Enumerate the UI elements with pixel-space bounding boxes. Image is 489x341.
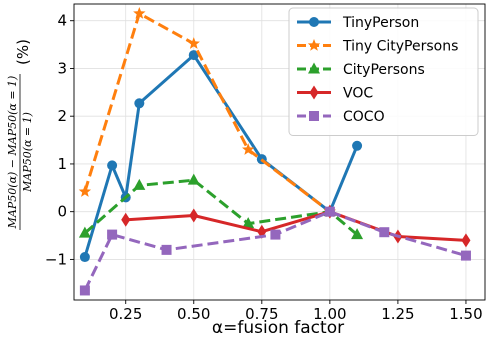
series-line — [125, 210, 467, 242]
data-point — [133, 7, 146, 19]
x-tick-label: 1.00 — [313, 305, 346, 323]
legend-item: TinyPerson — [297, 15, 419, 31]
data-point — [460, 250, 471, 261]
data-point — [161, 244, 172, 255]
legend-item: CityPersons — [297, 62, 425, 78]
legend-label: COCO — [343, 109, 385, 125]
data-point — [189, 208, 199, 223]
data-point — [379, 227, 390, 238]
data-point — [188, 50, 199, 61]
ticks: 0.25 0.50 0.75 1.00 1.25 1.50 −1 0 1 2 3 4 — [45, 12, 483, 323]
data-point — [351, 228, 364, 240]
data-point — [78, 185, 92, 197]
x-axis-label: α=fusion factor — [212, 318, 344, 338]
legend-item: Tiny CityPersons — [297, 39, 458, 55]
y-tick-label: 1 — [57, 155, 67, 173]
data-point — [242, 217, 255, 229]
series-coco — [79, 206, 471, 296]
legend-marker — [307, 39, 321, 51]
data-point — [134, 98, 145, 109]
y-tick-label: 2 — [57, 107, 67, 125]
y-axis-label-numerator: MAP50(α) − MAP50(α = 1) — [6, 76, 19, 230]
y-tick-label: −1 — [45, 250, 67, 268]
legend-label: TinyPerson — [342, 15, 419, 31]
y-tick-label: 3 — [57, 59, 67, 77]
legend-label: VOC — [343, 86, 373, 102]
y-tick-label: 0 — [57, 203, 67, 221]
legend-marker — [308, 62, 320, 74]
legend-box — [288, 7, 479, 136]
legend-marker — [309, 111, 319, 121]
y-axis-label-unit: (%) — [14, 39, 32, 65]
data-point — [187, 37, 200, 49]
data-point — [78, 226, 91, 238]
legend-marker — [309, 85, 319, 100]
data-point — [461, 233, 471, 248]
y-tick-label: 4 — [57, 12, 67, 30]
data-point — [270, 229, 281, 240]
data-point — [324, 206, 335, 217]
data-point — [242, 143, 255, 155]
data-point — [133, 178, 146, 190]
legend-item: COCO — [297, 109, 385, 125]
y-axis-label: MAP50(α) − MAP50(α = 1) MAP50(α = 1) (%) — [6, 39, 34, 230]
x-tick-label: 0.50 — [177, 305, 210, 323]
x-tick-label: 0.75 — [245, 305, 278, 323]
x-tick-label: 1.50 — [449, 305, 482, 323]
data-point — [121, 212, 131, 227]
x-tick-label: 1.25 — [381, 305, 414, 323]
plot-frame — [73, 3, 486, 301]
series-layer — [78, 7, 471, 296]
x-tick-label: 0.25 — [109, 305, 142, 323]
data-point — [79, 252, 90, 263]
data-point — [107, 229, 118, 240]
legend-label: Tiny CityPersons — [342, 39, 458, 55]
legend: TinyPerson Tiny CityPersons CityPersons VOC… — [288, 7, 479, 136]
data-point — [187, 173, 200, 185]
legend-marker — [309, 17, 319, 27]
data-point — [79, 285, 90, 296]
legend-item: VOC — [297, 85, 373, 102]
data-point — [107, 160, 118, 171]
y-axis-label-denominator: MAP50(α = 1) — [21, 112, 34, 193]
series-line — [83, 178, 359, 236]
data-point — [352, 140, 363, 151]
legend-label: CityPersons — [343, 62, 425, 78]
